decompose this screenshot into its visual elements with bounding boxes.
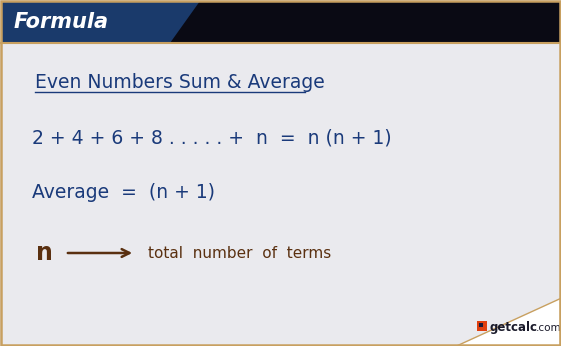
Bar	[1, 43, 560, 345]
Polygon shape	[455, 298, 560, 346]
Text: total  number  of  terms: total number of terms	[148, 246, 331, 261]
Text: Formula: Formula	[14, 12, 109, 32]
Text: 2 + 4 + 6 + 8 . . . . . +  n  =  n (n + 1): 2 + 4 + 6 + 8 . . . . . + n = n (n + 1)	[32, 128, 392, 147]
Text: getcalc: getcalc	[490, 321, 538, 335]
Text: Average  =  (n + 1): Average = (n + 1)	[32, 183, 215, 202]
Text: .com: .com	[536, 323, 561, 333]
Bar	[1, 1, 560, 43]
Bar	[477, 321, 487, 331]
Bar	[479, 323, 483, 327]
Text: n: n	[36, 241, 53, 265]
Text: Even Numbers Sum & Average: Even Numbers Sum & Average	[35, 73, 325, 92]
Polygon shape	[170, 1, 200, 43]
Bar	[1, 1, 171, 43]
